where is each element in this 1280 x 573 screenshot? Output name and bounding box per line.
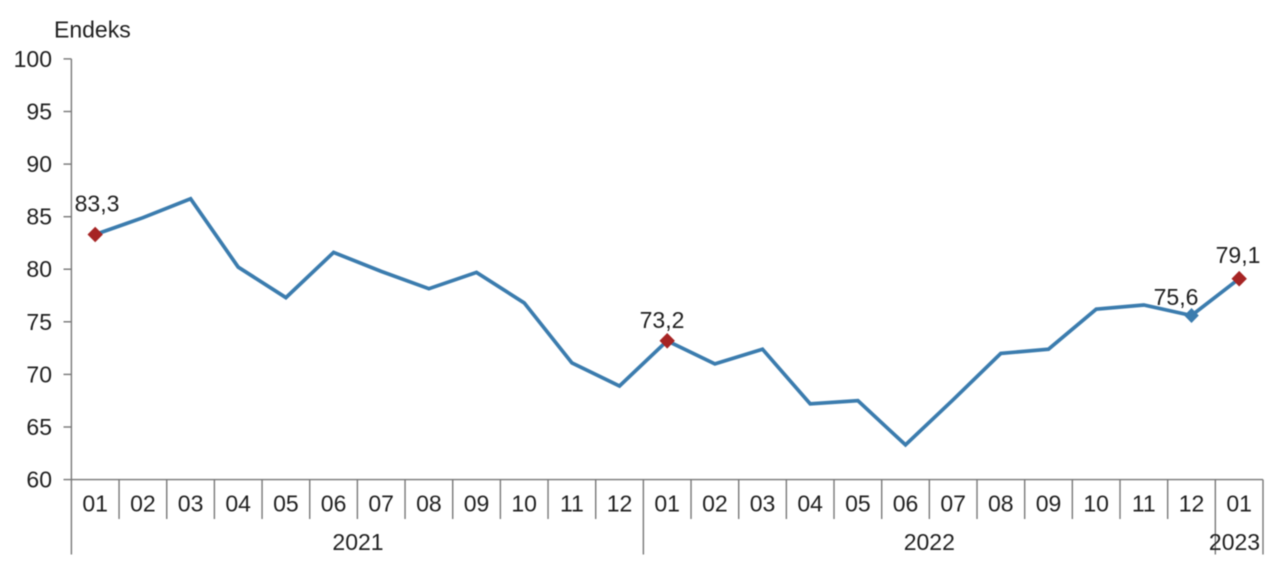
- svg-text:2021: 2021: [332, 529, 383, 555]
- svg-text:79,1: 79,1: [1216, 242, 1261, 268]
- svg-text:65: 65: [26, 414, 52, 440]
- svg-text:73,2: 73,2: [640, 307, 685, 333]
- svg-text:95: 95: [26, 99, 52, 125]
- svg-text:03: 03: [750, 491, 776, 517]
- svg-text:90: 90: [26, 151, 52, 177]
- svg-text:07: 07: [940, 491, 966, 517]
- svg-text:09: 09: [464, 491, 490, 517]
- svg-text:01: 01: [654, 491, 680, 517]
- svg-text:85: 85: [26, 204, 52, 230]
- svg-text:05: 05: [845, 491, 871, 517]
- svg-text:09: 09: [1036, 491, 1062, 517]
- svg-text:2022: 2022: [904, 529, 955, 555]
- svg-text:06: 06: [893, 491, 919, 517]
- svg-text:08: 08: [416, 491, 442, 517]
- svg-text:60: 60: [26, 467, 52, 493]
- svg-text:100: 100: [14, 46, 52, 72]
- svg-text:Endeks: Endeks: [54, 17, 131, 43]
- svg-text:10: 10: [511, 491, 537, 517]
- svg-text:07: 07: [368, 491, 394, 517]
- svg-text:2023: 2023: [1209, 529, 1260, 555]
- svg-text:06: 06: [321, 491, 347, 517]
- svg-text:05: 05: [273, 491, 299, 517]
- svg-text:75,6: 75,6: [1154, 284, 1199, 310]
- svg-text:04: 04: [797, 491, 823, 517]
- svg-text:70: 70: [26, 361, 52, 387]
- svg-text:80: 80: [26, 256, 52, 282]
- svg-text:04: 04: [225, 491, 251, 517]
- svg-text:11: 11: [1132, 491, 1156, 517]
- svg-text:03: 03: [178, 491, 204, 517]
- svg-text:01: 01: [82, 491, 108, 517]
- svg-text:83,3: 83,3: [75, 191, 120, 217]
- svg-text:08: 08: [988, 491, 1014, 517]
- svg-text:11: 11: [560, 491, 584, 517]
- svg-text:75: 75: [26, 309, 52, 335]
- svg-text:02: 02: [130, 491, 156, 517]
- svg-text:12: 12: [1179, 491, 1205, 517]
- svg-text:02: 02: [702, 491, 728, 517]
- svg-text:12: 12: [607, 491, 633, 517]
- svg-text:10: 10: [1083, 491, 1109, 517]
- svg-text:01: 01: [1226, 491, 1252, 517]
